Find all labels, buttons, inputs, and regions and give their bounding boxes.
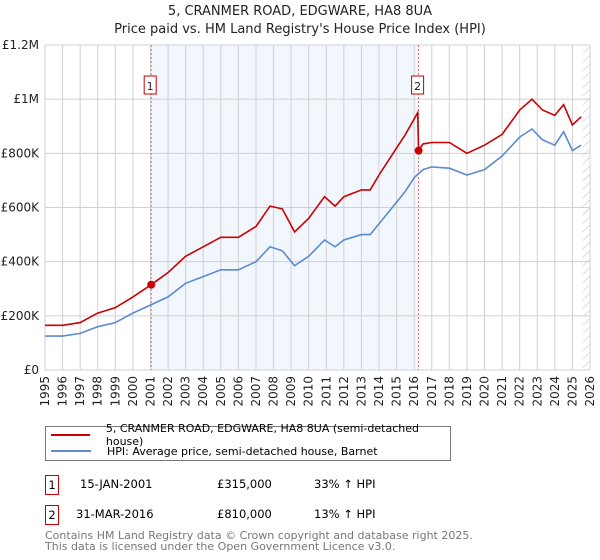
x-tick-label: 2009 — [284, 376, 298, 407]
x-tick-label: 2017 — [425, 376, 439, 407]
y-tick-label: £800K — [1, 146, 41, 160]
sale-marker-label: 2 — [414, 80, 421, 93]
x-tick-label: 2018 — [442, 376, 456, 407]
y-tick-label: £200K — [1, 309, 41, 323]
y-tick-label: £0 — [24, 363, 39, 377]
x-tick-label: 2003 — [179, 376, 193, 407]
y-tick-label: £400K — [1, 255, 41, 269]
x-tick-label: 1996 — [56, 376, 70, 407]
x-tick-label: 1995 — [38, 376, 52, 407]
property-price-line — [45, 98, 582, 327]
x-tick-label: 2021 — [495, 376, 509, 407]
legend-item-hpi: HPI: Average price, semi-detached house,… — [46, 443, 378, 459]
sale-date: 31-MAR-2016 — [76, 507, 154, 521]
x-tick-label: 2025 — [565, 376, 579, 407]
x-tick-label: 1999 — [108, 376, 122, 407]
sale-date: 15-JAN-2001 — [80, 477, 153, 491]
sale-price: £315,000 — [217, 477, 272, 491]
x-tick-label: 2013 — [354, 376, 368, 407]
x-tick-label: 1997 — [73, 376, 87, 407]
footer: Contains HM Land Registry data © Crown c… — [45, 530, 473, 552]
y-tick-label: £1M — [13, 92, 39, 106]
footer-line: This data is licensed under the Open Gov… — [45, 540, 396, 553]
sale-marker-box: 2 — [45, 505, 59, 525]
sale-marker-box — [143, 75, 157, 95]
y-tick-label: £1.2M — [2, 38, 39, 52]
x-tick-label: 2015 — [390, 376, 404, 407]
x-tick-label: 2022 — [513, 376, 527, 407]
x-tick-label: 2019 — [460, 376, 474, 407]
x-tick-label: 2005 — [214, 376, 228, 407]
legend-label: HPI: Average price, semi-detached house,… — [107, 444, 378, 458]
x-tick-label: 2012 — [337, 376, 351, 407]
legend-item-property: 5, CRANMER ROAD, EDGWARE, HA8 8UA (semi-… — [46, 422, 450, 448]
x-tick-label: 2002 — [161, 376, 175, 407]
x-tick-label: 2007 — [249, 376, 263, 407]
legend-label: 5, CRANMER ROAD, EDGWARE, HA8 8UA (semi-… — [105, 422, 419, 448]
sale-marker-box: 1 — [45, 475, 59, 495]
legend-swatch — [51, 434, 90, 436]
x-tick-label: 2024 — [548, 376, 562, 407]
sale-point — [147, 280, 156, 289]
sale-marker-label: 1 — [147, 80, 154, 93]
x-tick-label: 2016 — [407, 376, 421, 407]
sale-point — [414, 146, 423, 155]
x-tick-label: 2020 — [478, 376, 492, 407]
chart-subtitle: Price paid vs. HM Land Registry's House … — [114, 22, 486, 37]
chart-title: 5, CRANMER ROAD, EDGWARE, HA8 8UA — [167, 4, 433, 19]
legend: 5, CRANMER ROAD, EDGWARE, HA8 8UA (semi-… — [45, 422, 451, 461]
sale-marker-box — [411, 75, 425, 95]
x-tick-label: 2004 — [196, 376, 210, 407]
x-tick-label: 2026 — [583, 376, 597, 407]
x-tick-label: 2011 — [319, 376, 333, 407]
y-tick-label: £600K — [1, 201, 41, 215]
footer-line: Contains HM Land Registry data © Crown c… — [45, 529, 473, 542]
x-tick-label: 2010 — [302, 376, 316, 407]
plot-area: 1995 1996 1997 1998 1999 2000 2001 2002 2003 2004… — [1, 38, 597, 407]
x-tick-label: 2008 — [267, 376, 281, 407]
legend-swatch — [51, 450, 91, 452]
x-tick-label: 2023 — [530, 376, 544, 407]
hpi-line — [45, 127, 582, 337]
x-tick-label: 2000 — [126, 376, 140, 407]
x-tick-label: 2001 — [143, 376, 157, 407]
sale-price: £810,000 — [217, 507, 272, 521]
sale-hpi: 33% ↑ HPI — [314, 477, 376, 491]
x-tick-label: 1998 — [91, 376, 105, 407]
x-tick-label: 2006 — [231, 376, 245, 407]
x-tick-label: 2014 — [372, 376, 386, 407]
sale-hpi: 13% ↑ HPI — [314, 507, 376, 521]
